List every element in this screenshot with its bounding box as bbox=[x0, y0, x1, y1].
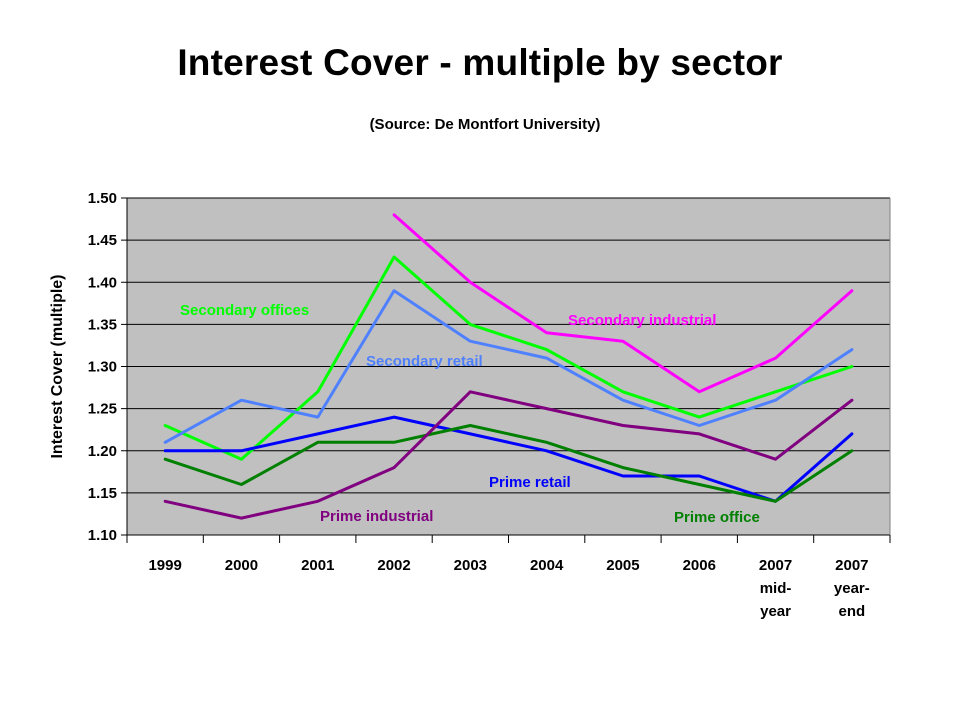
x-tick-label: 2007 mid-year bbox=[759, 557, 792, 620]
series-line-prime-industrial bbox=[163, 390, 854, 520]
x-tick-labels: 1999 2000 2001 2002 2003 2004 2005 2006 2007 mid-… bbox=[148, 557, 869, 620]
y-tick-label: 1.50 bbox=[88, 190, 117, 207]
chart-subtitle: (Source: De Montfort University) bbox=[369, 116, 601, 133]
series-line-prime-retail bbox=[163, 415, 854, 503]
series-label-secondary-industrial: Secondary industrial bbox=[568, 312, 716, 329]
y-tick-label: 1.30 bbox=[88, 359, 117, 376]
x-tick-label: 2006 bbox=[683, 557, 716, 574]
y-tick-label: 1.10 bbox=[88, 527, 117, 544]
y-tick-label: 1.25 bbox=[88, 401, 117, 418]
series-line-secondary-industrial bbox=[392, 213, 854, 394]
y-tick-label: 1.40 bbox=[88, 274, 117, 291]
series-line-prime-office bbox=[163, 424, 854, 503]
y-axis-label: Interest Cover (multiple) bbox=[49, 274, 66, 458]
series-labels: Secondary industrial Secondary offices Sec… bbox=[180, 302, 760, 526]
chart-title: Interest Cover - multiple by sector bbox=[177, 42, 783, 83]
gridlines bbox=[127, 197, 890, 494]
y-tick-label: 1.35 bbox=[88, 316, 117, 333]
y-tick-label: 1.20 bbox=[88, 443, 117, 460]
axes bbox=[121, 197, 891, 543]
x-tick-label: 2007 year-end bbox=[834, 557, 870, 620]
series-label-secondary-retail: Secondary retail bbox=[366, 353, 483, 370]
y-tick-label: 1.15 bbox=[88, 485, 117, 502]
x-tick-label: 2003 bbox=[454, 557, 487, 574]
x-tick-label: 2005 bbox=[606, 557, 639, 574]
series-lines bbox=[163, 213, 854, 520]
y-tick-label: 1.45 bbox=[88, 232, 117, 249]
series-label-prime-office: Prime office bbox=[674, 509, 760, 526]
series-label-prime-retail: Prime retail bbox=[489, 474, 571, 491]
x-tick-label: 1999 bbox=[148, 557, 181, 574]
y-tick-labels: 1.10 1.15 1.20 1.25 1.30 1.35 1.40 1.45 1.50 bbox=[88, 190, 117, 544]
series-line-secondary-offices bbox=[163, 255, 854, 461]
x-tick-label: 2004 bbox=[530, 557, 564, 574]
x-tick-label: 2000 bbox=[225, 557, 258, 574]
x-tick-label: 2002 bbox=[377, 557, 410, 574]
x-tick-label: 2001 bbox=[301, 557, 334, 574]
series-label-secondary-offices: Secondary offices bbox=[180, 302, 309, 319]
series-line-secondary-retail bbox=[163, 289, 854, 444]
series-label-prime-industrial: Prime industrial bbox=[320, 508, 433, 525]
